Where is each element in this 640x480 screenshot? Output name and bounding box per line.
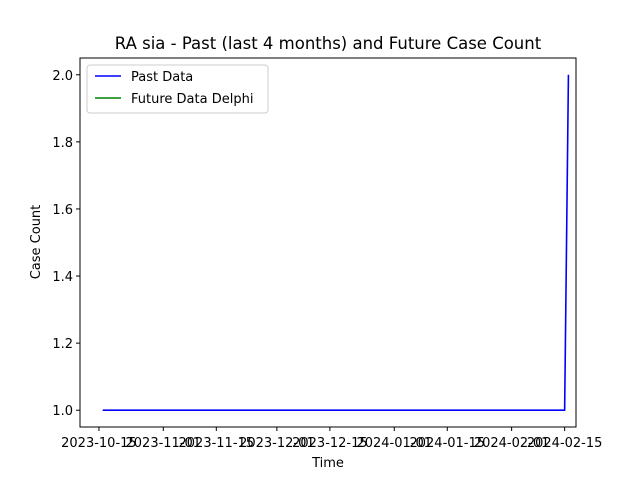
- series-layer: [102, 74, 570, 412]
- x-axis-label: Time: [311, 456, 344, 471]
- y-axis: 1.0 1.2 1.4 1.6 1.8 2.0: [52, 69, 80, 419]
- legend: Past Data Future Data Delphi: [86, 64, 269, 114]
- x-tick-label: 2024-02-01: [474, 436, 550, 451]
- y-tick-label: 2.0: [52, 69, 73, 84]
- y-tick-label: 1.6: [52, 203, 73, 218]
- x-tick-label: 2024-01-15: [409, 436, 485, 451]
- x-tick-label: 2023-11-01: [126, 436, 202, 451]
- legend-box: [86, 64, 269, 114]
- legend-label-past-data: Past Data: [131, 70, 193, 85]
- y-tick-label: 1.2: [52, 337, 73, 352]
- axes-frame: [79, 57, 577, 428]
- legend-label-future-data-delphi: Future Data Delphi: [131, 92, 253, 107]
- y-tick-label: 1.4: [52, 270, 73, 285]
- y-tick-label: 1.0: [52, 404, 73, 419]
- chart-title: RA sia - Past (last 4 months) and Future…: [115, 34, 542, 53]
- x-tick-label: 2024-01-01: [356, 436, 432, 451]
- x-tick-label: 2023-12-01: [239, 436, 315, 451]
- x-tick-label: 2023-10-15: [61, 436, 137, 451]
- x-tick-label: 2024-02-15: [527, 436, 603, 451]
- y-tick-label: 1.8: [52, 136, 73, 151]
- x-axis: 2023-10-152023-11-012023-11-152023-12-01…: [61, 427, 602, 451]
- y-axis-label: Case Count: [29, 205, 44, 280]
- series-line-past-data: [102, 74, 570, 412]
- plot-area: [79, 57, 577, 428]
- x-tick-label: 2023-12-15: [292, 436, 368, 451]
- x-tick-label: 2023-11-15: [179, 436, 255, 451]
